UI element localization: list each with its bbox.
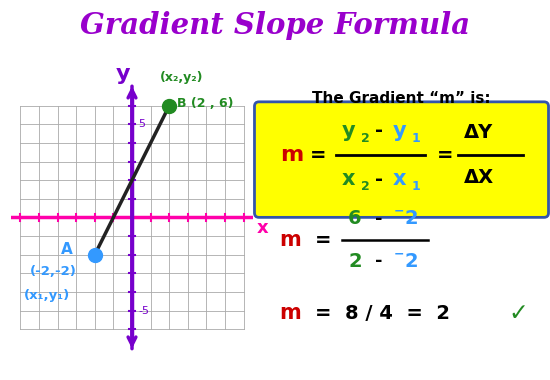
Text: =: =	[315, 231, 332, 250]
Text: -: -	[375, 121, 383, 140]
Text: (x₁,y₁): (x₁,y₁)	[24, 289, 70, 302]
Text: 5: 5	[139, 119, 146, 129]
Text: y: y	[116, 64, 130, 84]
Text: x: x	[393, 169, 406, 189]
Text: =: =	[437, 146, 454, 165]
Text: 2: 2	[404, 252, 418, 271]
Text: A: A	[61, 242, 73, 256]
Text: 2: 2	[361, 180, 370, 193]
Text: x: x	[342, 169, 356, 189]
Text: 2: 2	[404, 209, 418, 228]
Text: =: =	[315, 304, 332, 323]
Text: m: m	[280, 145, 303, 165]
Text: y: y	[393, 121, 406, 141]
Text: ΔX: ΔX	[464, 168, 494, 187]
Text: 6: 6	[348, 209, 362, 228]
Text: -: -	[375, 210, 382, 228]
Text: x: x	[256, 219, 268, 237]
Text: -: -	[375, 170, 383, 189]
Text: y: y	[342, 121, 356, 141]
Text: ✓: ✓	[508, 301, 528, 325]
Text: -: -	[375, 252, 382, 271]
Text: m: m	[280, 303, 301, 323]
Text: 2: 2	[348, 252, 362, 271]
FancyBboxPatch shape	[255, 102, 548, 217]
Text: (-2,-2): (-2,-2)	[30, 265, 76, 278]
Text: B (2 , 6): B (2 , 6)	[177, 97, 233, 111]
Text: -5: -5	[139, 306, 150, 315]
Text: 1: 1	[412, 132, 421, 145]
Text: =: =	[310, 146, 326, 165]
Text: −: −	[394, 247, 405, 260]
Text: 2: 2	[361, 132, 370, 145]
Text: Gradient Slope Formula: Gradient Slope Formula	[80, 11, 470, 40]
Text: 1: 1	[412, 180, 421, 193]
Text: −: −	[394, 205, 405, 218]
Text: m: m	[280, 230, 301, 250]
Text: (x₂,y₂): (x₂,y₂)	[160, 71, 204, 84]
Text: 8 / 4  =  2: 8 / 4 = 2	[345, 304, 450, 323]
Text: ΔY: ΔY	[464, 123, 493, 142]
Text: The Gradient “m” is:: The Gradient “m” is:	[312, 91, 491, 106]
